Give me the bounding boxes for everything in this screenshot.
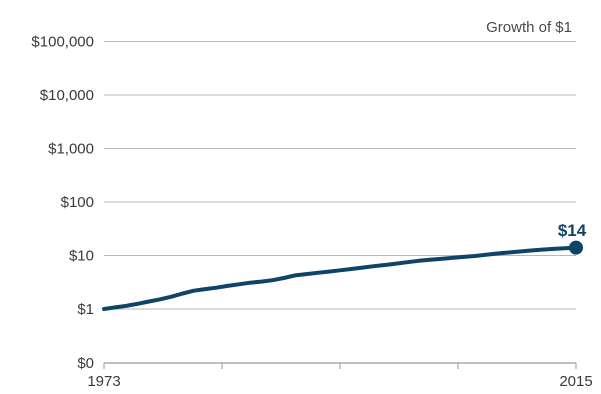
y-tick-label-5: $10,000 [40, 87, 94, 104]
x-tick-label-1: 2015 [559, 373, 592, 390]
x-axis-ticks: 1973 2015 [87, 363, 593, 390]
x-tick-label-0: 1973 [87, 373, 120, 390]
y-tick-label-4: $1,000 [48, 141, 94, 158]
end-value-label: $14 [558, 221, 587, 240]
y-tick-label-1: $1 [77, 301, 94, 318]
y-tick-label-2: $10 [69, 248, 94, 265]
series-line-0 [102, 245, 578, 311]
gridlines [104, 41, 576, 364]
y-tick-label-0: $0 [77, 355, 94, 372]
series-end-point-0 [569, 240, 583, 255]
y-tick-label-6: $100,000 [31, 34, 94, 51]
series-layer [102, 240, 583, 311]
y-axis-tick-labels: $0 $1 $10 $100 $1,000 $10,000 $100,000 [31, 34, 94, 373]
chart-title: Growth of $1 [486, 19, 572, 36]
y-tick-label-3: $100 [61, 194, 94, 211]
